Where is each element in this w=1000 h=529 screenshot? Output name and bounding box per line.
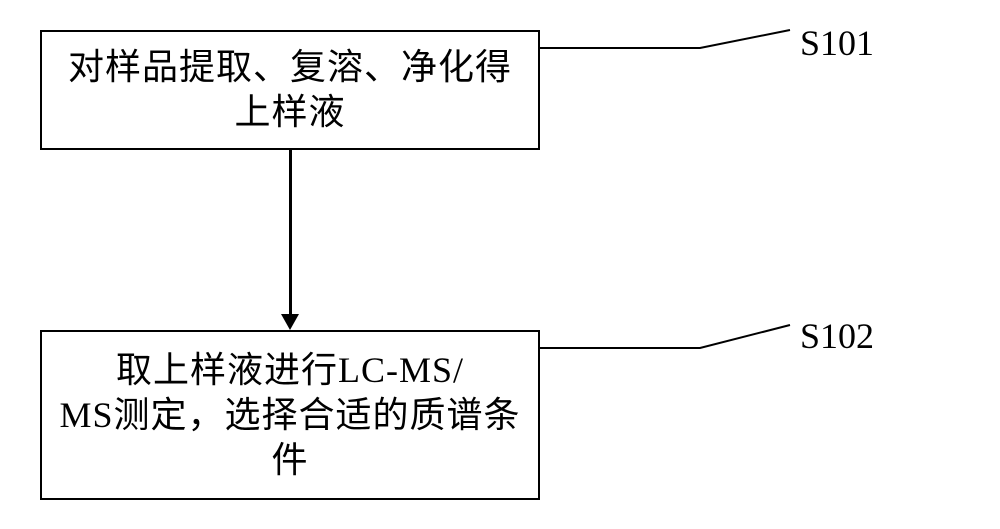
arrow-head-icon: [281, 314, 299, 330]
leader-line: [538, 28, 792, 50]
step-text-S101: 对样品提取、复溶、净化得 上样液: [68, 45, 512, 135]
step-text-S102: 取上样液进行LC-MS/ MS测定，选择合适的质谱条 件: [59, 348, 520, 483]
step-box-S102: 取上样液进行LC-MS/ MS测定，选择合适的质谱条 件: [40, 330, 540, 500]
flowchart-canvas: 对样品提取、复溶、净化得 上样液 S101 取上样液进行LC-MS/ MS测定，选择…: [0, 0, 1000, 529]
step-box-S101: 对样品提取、复溶、净化得 上样液: [40, 30, 540, 150]
edge-S101-S102: [289, 150, 292, 314]
step-label-S102: S102: [800, 315, 874, 357]
leader-line: [538, 323, 792, 350]
step-label-S101: S101: [800, 22, 874, 64]
